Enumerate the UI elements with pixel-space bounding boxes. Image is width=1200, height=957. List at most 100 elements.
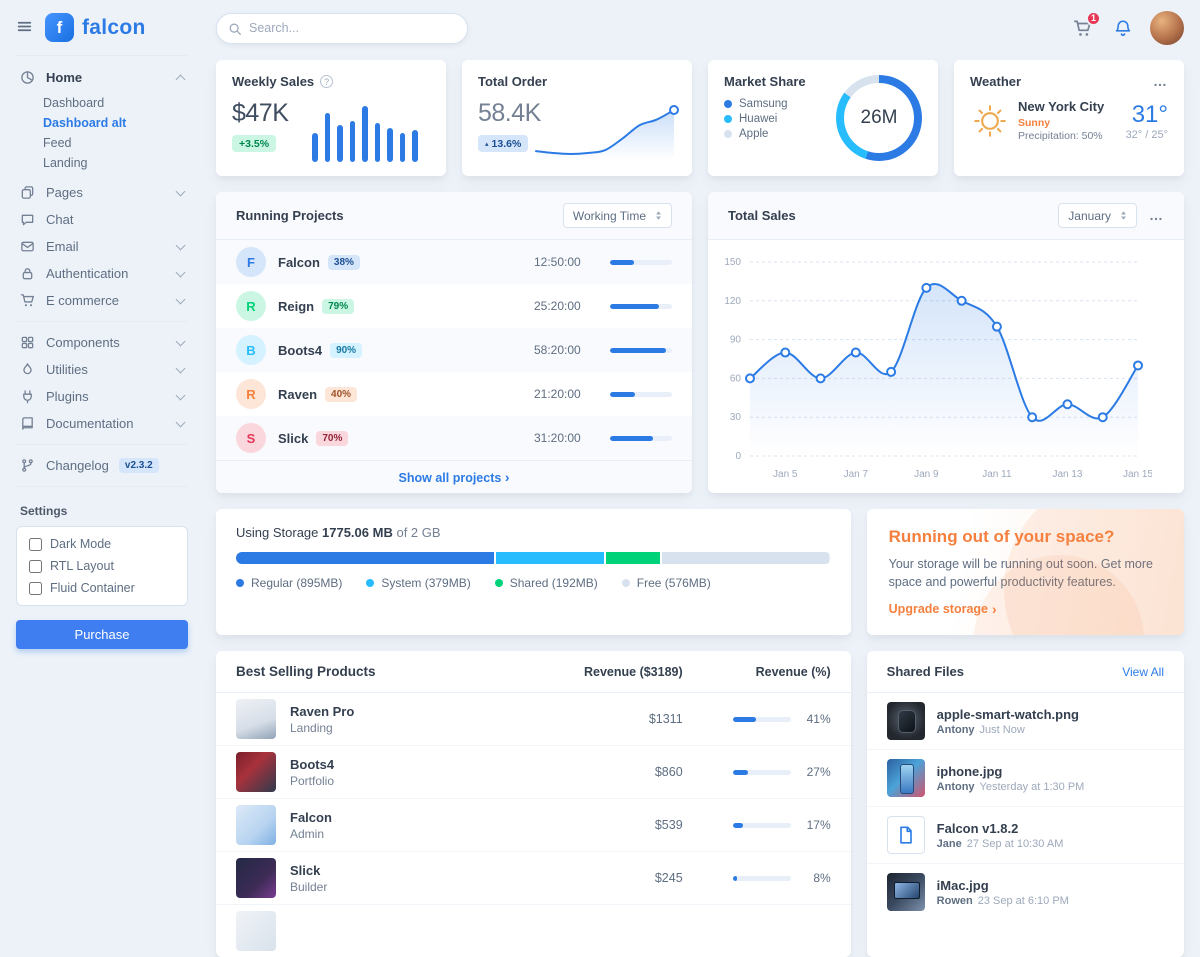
- project-time: 31:20:00: [534, 431, 581, 445]
- file-icon: [899, 826, 912, 844]
- chevron-right-icon: ›: [992, 601, 997, 618]
- total-sales-line-chart: 0 30 60 90 120 150 Jan 5 Jan 7 Jan 9 Jan 11 Jan 13…: [724, 257, 1153, 480]
- falcon-logo[interactable]: f falcon: [45, 13, 146, 42]
- card-footer: Show all projects ›: [216, 460, 692, 493]
- comment-icon: [20, 212, 36, 227]
- project-name[interactable]: Reign: [278, 298, 315, 314]
- rtl-layout-checkbox[interactable]: [29, 559, 42, 573]
- product-thumbnail: [236, 858, 276, 899]
- product-category-link[interactable]: Landing: [290, 720, 333, 735]
- upgrade-storage-link[interactable]: Upgrade storage ›: [888, 601, 997, 618]
- sidebar-item-home[interactable]: Home: [16, 64, 188, 91]
- weather-city: New York City: [1018, 99, 1105, 114]
- sidebar-item-landing[interactable]: Landing: [43, 156, 88, 170]
- sidebar-item-ecommerce[interactable]: E commerce: [16, 287, 188, 314]
- legend-dot: [724, 130, 732, 138]
- chevron-right-icon: ›: [504, 469, 510, 485]
- sidebar-item-label: Plugins: [46, 389, 89, 404]
- select-caret-icon: [656, 211, 661, 220]
- file-row[interactable]: iMac.jpg Rowen 23 Sep at 6:10 PM: [866, 863, 1184, 920]
- table-header: Best Selling Products Revenue ($3189) Re…: [216, 651, 851, 694]
- plug-icon: [20, 389, 36, 404]
- project-row: F Falcon 38% 12:50:00: [216, 240, 692, 284]
- legend-dot: [724, 100, 732, 108]
- cart-button[interactable]: 1: [1069, 10, 1101, 42]
- storage-usage-text: Using Storage 1775.06 MB of 2 GB: [236, 525, 441, 540]
- revenue-percent-bar: [732, 716, 791, 722]
- sidebar-item-pages[interactable]: Pages: [16, 179, 188, 206]
- fluid-container-toggle[interactable]: Fluid Container: [29, 581, 175, 595]
- revenue-percent-bar: [732, 822, 791, 828]
- product-thumbnail: [236, 699, 276, 740]
- sidebar-item-dashboard-alt[interactable]: Dashboard alt: [43, 116, 127, 130]
- product-category-link[interactable]: Portfolio: [290, 773, 335, 788]
- sidebar-item-changelog[interactable]: Changelog v2.3.2: [16, 452, 188, 479]
- file-name: iMac.jpg: [936, 877, 989, 893]
- product-category-link[interactable]: Builder: [290, 879, 328, 894]
- sidebar-item-authentication[interactable]: Authentication: [16, 260, 188, 287]
- product-revenue: $1311: [648, 712, 683, 727]
- settings-heading: Settings: [20, 504, 68, 518]
- user-avatar[interactable]: [1150, 11, 1184, 45]
- banner-body: Your storage will be running out soon. G…: [888, 557, 1153, 590]
- stats-row: Weekly Sales ? $47K +3.5% Total Order 58…: [216, 60, 1184, 176]
- card-menu-button[interactable]: …: [1149, 207, 1164, 224]
- project-progress-badge: 38%: [327, 254, 360, 270]
- file-row[interactable]: apple-smart-watch.png Antony Just Now: [867, 693, 1184, 749]
- file-row[interactable]: Falcon v1.8.2 Jane 27 Sep at 10:30 AM: [866, 806, 1184, 863]
- dark-mode-toggle[interactable]: Dark Mode: [29, 537, 175, 551]
- project-name[interactable]: Slick: [278, 430, 309, 446]
- product-revenue: $245: [654, 871, 683, 886]
- chevron-down-icon: [175, 390, 186, 400]
- sidebar-item-plugins[interactable]: Plugins: [16, 383, 188, 410]
- legend-dot: [236, 579, 244, 587]
- project-name[interactable]: Falcon: [278, 254, 320, 270]
- sidebar-item-label: Home: [46, 70, 83, 85]
- sidebar-item-components[interactable]: Components: [16, 329, 188, 356]
- nav-divider: [16, 444, 188, 445]
- sidebar-item-dashboard[interactable]: Dashboard: [43, 96, 105, 110]
- best-selling-card: Best Selling Products Revenue ($3189) Re…: [216, 651, 851, 957]
- topbar: 1: [216, 0, 1184, 56]
- fluid-container-checkbox[interactable]: [29, 581, 42, 595]
- weekly-sales-card: Weekly Sales ? $47K +3.5%: [216, 60, 446, 176]
- purchase-button[interactable]: Purchase: [16, 620, 188, 649]
- total-order-value: 58.4K: [478, 99, 541, 127]
- product-name: Boots4: [290, 756, 335, 772]
- sidebar-item-label: Utilities: [46, 362, 88, 377]
- project-progress-bar: [610, 391, 672, 397]
- market-share-donut-chart: 26M: [836, 75, 922, 161]
- sidebar-item-documentation[interactable]: Documentation: [16, 410, 188, 437]
- product-category-link[interactable]: Admin: [290, 826, 325, 841]
- project-name[interactable]: Raven: [278, 386, 318, 402]
- sidebar-item-feed[interactable]: Feed: [43, 136, 72, 150]
- show-all-projects-link[interactable]: Show all projects ›: [398, 469, 510, 485]
- card-title: Market Share: [724, 74, 806, 89]
- working-time-select[interactable]: Working Time: [562, 203, 672, 228]
- project-progress-bar: [610, 259, 672, 265]
- product-percent: 27%: [806, 765, 831, 780]
- rtl-layout-toggle[interactable]: RTL Layout: [29, 559, 175, 573]
- dark-mode-checkbox[interactable]: [29, 537, 42, 551]
- sidebar-item-chat[interactable]: Chat: [16, 206, 188, 233]
- view-all-link[interactable]: View All: [1122, 664, 1164, 679]
- notifications-button[interactable]: [1110, 15, 1136, 41]
- sidebar-item-utilities[interactable]: Utilities: [16, 356, 188, 383]
- file-row[interactable]: iphone.jpg Antony Yesterday at 1:30 PM: [866, 749, 1184, 806]
- total-sales-card: Total Sales January … 0 30 60 90 120 150 Jan 5…: [708, 192, 1184, 493]
- project-name[interactable]: Boots4: [278, 342, 323, 358]
- legend-item: Apple: [724, 128, 922, 140]
- month-select[interactable]: January: [1058, 203, 1137, 228]
- storage-row: Using Storage 1775.06 MB of 2 GB Regular…: [216, 509, 1184, 636]
- product-name: Falcon: [290, 809, 332, 825]
- card-menu-button[interactable]: …: [1153, 73, 1168, 90]
- hamburger-menu-button[interactable]: [16, 18, 33, 38]
- question-circle-icon[interactable]: ?: [320, 75, 334, 88]
- sidebar-item-email[interactable]: Email: [16, 233, 188, 260]
- svg-text:150: 150: [724, 257, 741, 268]
- card-title: Total Sales: [728, 208, 796, 223]
- banner-title: Running out of your space?: [888, 527, 1115, 546]
- file-owner: Antony: [936, 723, 975, 736]
- legend-item: Samsung: [724, 98, 922, 110]
- search-input[interactable]: [216, 12, 468, 44]
